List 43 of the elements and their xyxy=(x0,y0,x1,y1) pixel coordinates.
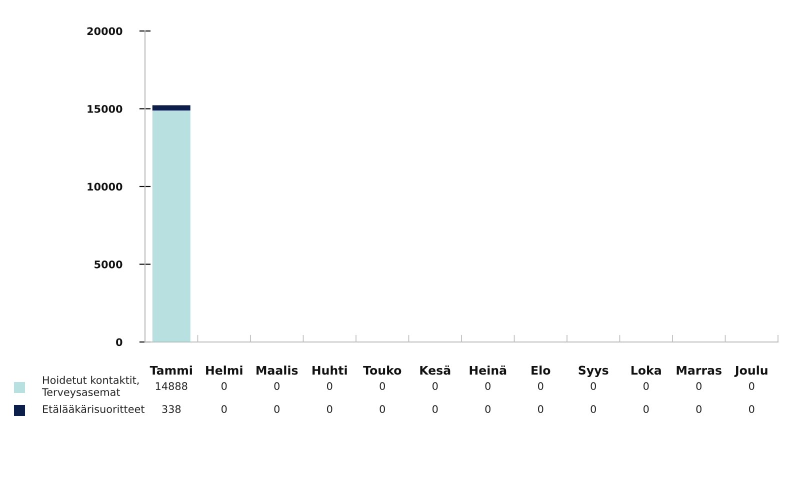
x-tick-label: Elo xyxy=(532,366,550,375)
data-label: 0 xyxy=(380,382,385,390)
x-tick-label: Syys xyxy=(578,366,608,378)
x-tick-label: Heinä xyxy=(470,365,506,375)
x-tick-label: Joulu xyxy=(734,366,768,377)
data-label: 0 xyxy=(644,382,649,390)
data-label: 0 xyxy=(538,405,544,414)
data-label: 0 xyxy=(380,405,385,414)
legend-label: Hoidetut kontaktit, Terveysasemat xyxy=(42,376,139,398)
x-tick-label: Loka xyxy=(631,366,661,375)
data-label: 0 xyxy=(222,382,227,390)
data-label: 14888 xyxy=(156,382,188,390)
data-label: 0 xyxy=(327,382,332,390)
legend-label: Etälääkärisuoritteet xyxy=(43,404,145,414)
x-tick-label: Marras xyxy=(676,366,722,375)
x-tick-label: Touko xyxy=(363,366,402,375)
x-tick-label: Kesä xyxy=(420,365,450,375)
data-label: 0 xyxy=(485,382,490,390)
data-label: 338 xyxy=(162,405,181,414)
x-tick-label: Tammi xyxy=(150,366,192,375)
y-tick-label: 0 xyxy=(116,338,122,346)
data-label: 0 xyxy=(274,405,280,414)
data-label: 0 xyxy=(696,382,702,390)
x-tick-label: Huhti xyxy=(312,366,347,375)
data-label: 0 xyxy=(538,382,544,390)
data-label: 0 xyxy=(749,382,754,390)
data-label: 0 xyxy=(696,405,702,414)
data-label: 0 xyxy=(485,405,490,414)
data-label: 0 xyxy=(274,382,280,390)
x-tick-label: Helmi xyxy=(206,366,242,375)
data-label: 0 xyxy=(749,405,754,414)
data-label: 0 xyxy=(432,382,438,390)
data-label: 0 xyxy=(590,405,596,414)
data-label: 0 xyxy=(590,382,596,390)
data-label: 0 xyxy=(644,405,649,414)
y-tick-label: 10000 xyxy=(88,182,122,191)
data-label: 0 xyxy=(222,405,227,414)
y-tick-label: 5000 xyxy=(94,260,122,268)
x-tick-label: Maalis xyxy=(256,366,298,375)
y-tick-label: 15000 xyxy=(88,104,122,113)
data-label: 0 xyxy=(327,405,332,414)
y-tick-label: 20000 xyxy=(87,27,122,36)
data-label: 0 xyxy=(432,405,438,414)
